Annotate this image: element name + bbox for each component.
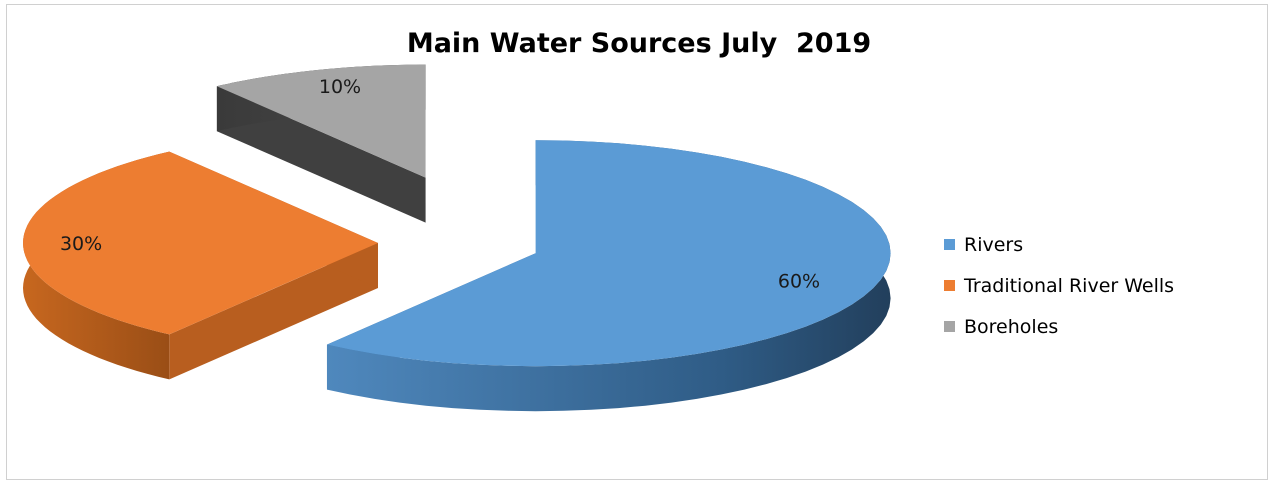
pie-slice-rivers (326, 140, 891, 412)
legend-item-rivers: Rivers (944, 224, 1174, 265)
legend-swatch (944, 239, 955, 250)
data-label-traditional-river-wells: 30% (60, 233, 102, 255)
legend-swatch (944, 280, 955, 291)
legend-item-boreholes: Boreholes (944, 306, 1174, 347)
pie-slice-traditional-river-wells (23, 151, 378, 380)
chart-legend: Rivers Traditional River Wells Boreholes (944, 224, 1174, 347)
legend-label: Rivers (964, 233, 1024, 256)
legend-label: Traditional River Wells (964, 274, 1175, 297)
legend-label: Boreholes (964, 315, 1059, 338)
legend-item-traditional-river-wells: Traditional River Wells (944, 265, 1174, 306)
chart-title: Main Water Sources July 2019 (406, 28, 872, 59)
data-label-rivers: 60% (778, 270, 820, 292)
slice-wall (169, 243, 378, 380)
slice-top (23, 151, 378, 335)
legend-swatch (944, 321, 955, 332)
slice-top (216, 64, 426, 178)
pie-slice-boreholes (216, 64, 426, 223)
slice-top (327, 140, 891, 367)
data-label-boreholes: 10% (319, 76, 361, 98)
